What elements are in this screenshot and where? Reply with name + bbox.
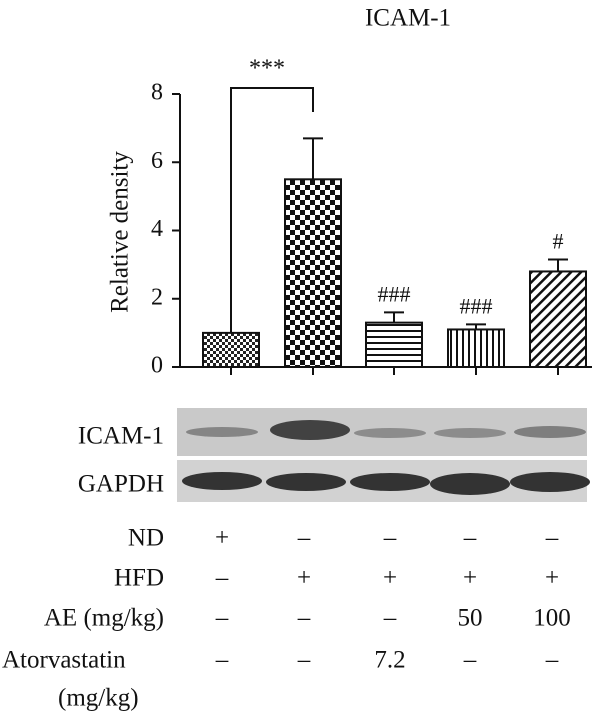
cell: + <box>383 565 397 592</box>
cell: – <box>463 647 477 674</box>
significance-label: # <box>553 229 564 254</box>
cell: – <box>297 647 311 674</box>
y-tick-label: 6 <box>151 148 163 174</box>
y-tick-label: 0 <box>151 353 163 379</box>
x-ticks <box>230 367 559 375</box>
y-tick-label: 2 <box>151 284 163 310</box>
cell: – <box>383 605 397 632</box>
row-label: AE (mg/kg) <box>44 605 164 632</box>
significance-label: ### <box>378 281 411 306</box>
cell: – <box>297 525 311 552</box>
blot-label: ICAM-1 <box>78 423 164 450</box>
cell: – <box>463 525 477 552</box>
row-label: ND <box>128 525 164 552</box>
blot-bands <box>182 420 590 495</box>
y-tick-label: 8 <box>151 80 163 106</box>
y-axis-label: Relative density <box>107 151 134 313</box>
bar <box>529 270 587 369</box>
cell: + <box>297 565 311 592</box>
cell: 7.2 <box>374 647 405 674</box>
y-tick-label: 4 <box>151 216 163 242</box>
cell: 100 <box>533 605 571 632</box>
cell: + <box>545 565 559 592</box>
cell: – <box>545 647 559 674</box>
cell: – <box>215 647 229 674</box>
bar <box>365 321 423 369</box>
row-label: (mg/kg) <box>58 685 139 712</box>
cell: 50 <box>458 605 483 632</box>
bar <box>447 328 505 368</box>
comparison-label: *** <box>249 56 285 82</box>
row-label: Atorvastatin <box>2 647 126 674</box>
cell: – <box>215 565 229 592</box>
blot-label: GAPDH <box>78 471 164 498</box>
cell: + <box>215 525 229 552</box>
cell: – <box>545 525 559 552</box>
significance-label: ### <box>460 293 493 318</box>
cell: – <box>383 525 397 552</box>
chart-title: ICAM-1 <box>365 5 451 32</box>
bar <box>284 178 342 368</box>
comparison-bracket <box>230 87 314 333</box>
cell: – <box>297 605 311 632</box>
bar <box>202 331 260 368</box>
cell: – <box>215 605 229 632</box>
cell: + <box>463 565 477 592</box>
row-label: HFD <box>114 565 164 592</box>
